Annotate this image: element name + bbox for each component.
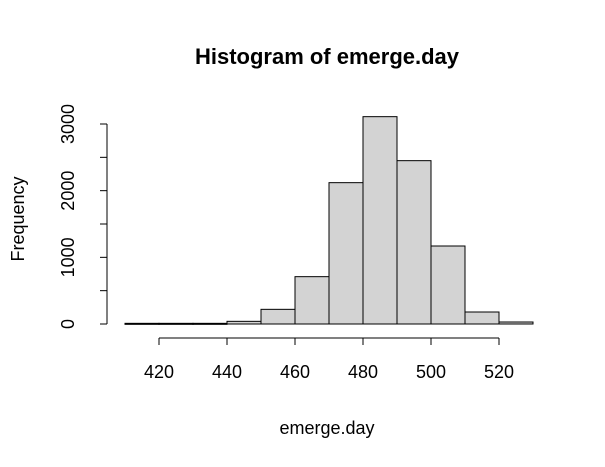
histogram-bar-490-500: [396, 160, 432, 325]
x-tick-label-480: 480: [348, 362, 378, 382]
histogram-bar-420-430: [158, 322, 194, 325]
x-tick-label-460: 460: [280, 362, 310, 382]
x-tick-label-500: 500: [416, 362, 446, 382]
x-axis: 420 440 460 480 500 520: [144, 337, 514, 382]
histogram-bar-520-530: [498, 321, 534, 325]
histogram-bar-440-450: [226, 320, 262, 325]
y-tick-label-3000: 3000: [58, 104, 78, 144]
x-tick-label-520: 520: [484, 362, 514, 382]
histogram-bar-450-460: [260, 308, 296, 325]
histogram-bar-510-520: [464, 311, 500, 325]
histogram-bar-470-480: [328, 182, 364, 325]
bars-group: [124, 116, 534, 325]
histogram-bar-460-470: [294, 276, 330, 325]
x-tick-label-440: 440: [212, 362, 242, 382]
chart-title: Histogram of emerge.day: [195, 44, 460, 69]
y-tick-label-1000: 1000: [58, 237, 78, 277]
x-tick-label-420: 420: [144, 362, 174, 382]
x-axis-label: emerge.day: [279, 418, 374, 438]
histogram-bar-410-420: [124, 322, 160, 325]
y-axis: 0 1000 2000 3000: [58, 104, 108, 329]
histogram-bar-500-510: [430, 245, 466, 325]
histogram-bar-430-440: [192, 322, 228, 325]
histogram-bar-480-490: [362, 116, 398, 325]
y-tick-label-0: 0: [58, 319, 78, 329]
y-axis-label: Frequency: [8, 176, 28, 261]
y-tick-label-2000: 2000: [58, 171, 78, 211]
